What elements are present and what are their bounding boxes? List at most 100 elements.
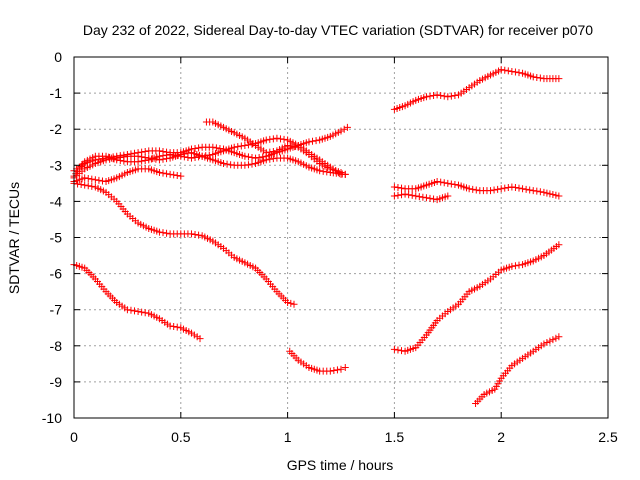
data-point-marker [290, 300, 298, 308]
data-point-marker [134, 152, 142, 160]
data-point-marker [287, 299, 295, 307]
data-point-marker [394, 191, 402, 199]
data-point-marker [430, 92, 438, 100]
data-point-marker [504, 67, 512, 75]
data-point-marker [533, 73, 541, 81]
y-axis-title: SDTVAR / TECUs [6, 182, 22, 294]
data-point-marker [262, 136, 270, 144]
data-point-marker [131, 307, 139, 315]
data-point-marker [106, 155, 114, 163]
y-tick-label: -3 [50, 157, 63, 173]
data-point-marker [223, 160, 231, 168]
data-point-marker [323, 168, 331, 176]
data-point-marker [504, 184, 512, 192]
data-point-marker [319, 167, 327, 175]
data-point-marker [390, 183, 398, 191]
data-series-arc-11 [390, 190, 452, 204]
data-point-marker [102, 156, 110, 164]
data-point-marker [170, 171, 178, 179]
data-point-marker [248, 153, 256, 161]
data-point-marker [88, 175, 96, 183]
data-point-marker [187, 230, 195, 238]
data-point-marker [309, 137, 317, 145]
data-point-marker [305, 138, 313, 146]
data-point-marker [515, 261, 523, 269]
data-point-marker [84, 182, 92, 190]
data-point-marker [266, 135, 274, 143]
x-tick-label: 1.5 [385, 429, 405, 445]
x-tick-label: 2 [497, 429, 505, 445]
data-point-marker [244, 161, 252, 169]
data-point-marker [390, 345, 398, 353]
data-point-marker [343, 123, 351, 131]
data-point-marker [490, 186, 498, 194]
data-point-marker [84, 175, 92, 183]
data-point-marker [555, 241, 563, 249]
data-point-marker [259, 153, 267, 161]
data-point-marker [337, 169, 345, 177]
data-point-marker [465, 185, 473, 193]
data-point-marker [248, 160, 256, 168]
data-point-marker [155, 228, 163, 236]
data-point-marker [522, 185, 530, 193]
data-point-marker [77, 181, 85, 189]
data-point-marker [120, 153, 128, 161]
data-point-marker [552, 191, 560, 199]
data-point-marker [494, 185, 502, 193]
y-tick-label: 0 [54, 49, 62, 65]
y-tick-label: -7 [50, 302, 63, 318]
data-point-marker [501, 66, 509, 74]
data-point-marker [330, 366, 338, 374]
data-point-marker [190, 331, 198, 339]
data-point-marker [536, 74, 544, 82]
data-point-marker [526, 186, 534, 194]
grid-lines [74, 57, 608, 418]
y-tick-label: -10 [42, 410, 62, 426]
data-point-marker [415, 193, 423, 201]
data-point-marker [141, 153, 149, 161]
data-series-arc-6 [70, 179, 298, 308]
axis-ticks: 0 0.5 1 1.5 2 2.5 0 -1 -2 -3 -4 -5 -6 -7 -8 -9 -10 [42, 49, 618, 445]
data-point-marker [276, 135, 284, 143]
data-point-marker [177, 172, 185, 180]
data-point-marker [173, 172, 181, 180]
data-series-arc-10 [390, 178, 563, 200]
data-point-marker [497, 185, 505, 193]
data-point-marker [312, 137, 320, 145]
data-point-marker [116, 153, 124, 161]
data-point-marker [540, 188, 548, 196]
data-point-marker [159, 155, 167, 163]
data-point-marker [408, 191, 416, 199]
x-axis-title: GPS time / hours [287, 457, 394, 473]
data-point-marker [81, 181, 89, 189]
data-point-marker [180, 150, 188, 158]
data-point-marker [138, 153, 146, 161]
data-point-marker [138, 308, 146, 316]
x-tick-label: 0 [70, 429, 78, 445]
data-point-marker [394, 346, 402, 354]
data-points [70, 66, 563, 408]
data-point-marker [501, 184, 509, 192]
data-point-marker [155, 147, 163, 155]
data-series-arc-8 [286, 347, 349, 375]
data-series-arc-3 [70, 165, 185, 186]
data-point-marker [515, 69, 523, 77]
data-point-marker [266, 148, 274, 156]
data-point-marker [430, 195, 438, 203]
data-point-marker [163, 155, 171, 163]
data-point-marker [113, 154, 121, 162]
data-point-marker [109, 155, 117, 163]
x-tick-label: 0.5 [171, 429, 191, 445]
data-point-marker [549, 191, 557, 199]
data-point-marker [196, 335, 204, 343]
data-point-marker [444, 93, 452, 101]
data-point-marker [543, 189, 551, 197]
data-point-marker [141, 309, 149, 317]
data-point-marker [451, 92, 459, 100]
data-point-marker [216, 144, 224, 152]
data-point-marker [269, 147, 277, 155]
data-point-marker [148, 155, 156, 163]
data-point-marker [326, 367, 334, 375]
data-point-marker [95, 176, 103, 184]
